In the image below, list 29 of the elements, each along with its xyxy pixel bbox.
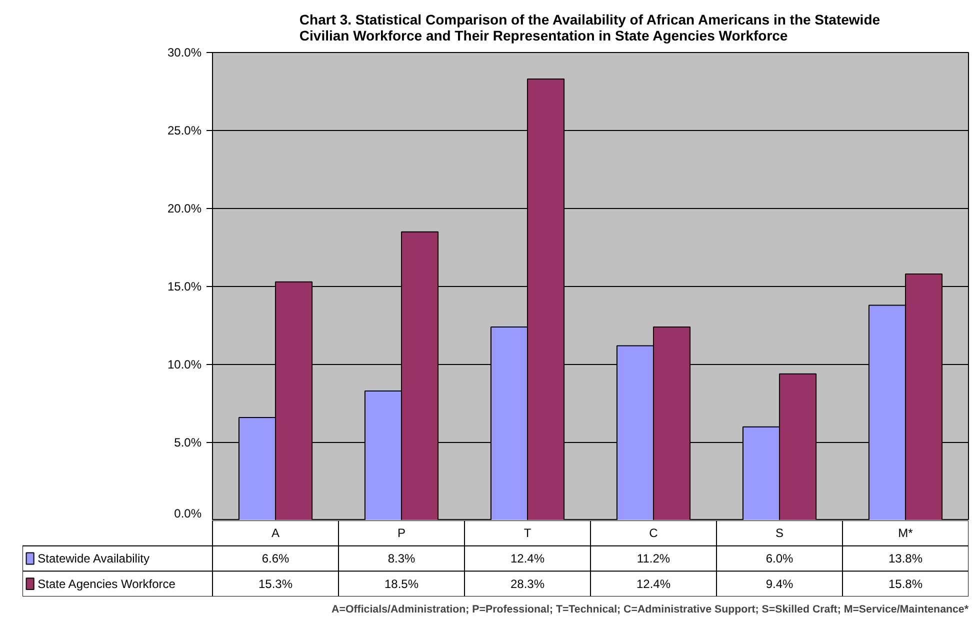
x-tick-label: M* — [898, 526, 914, 540]
y-tick-label: 25.0% — [167, 124, 202, 138]
data-label: 11.2% — [636, 552, 670, 566]
y-tick-label: 0.0% — [174, 506, 202, 520]
x-tick-label: C — [649, 526, 658, 540]
data-label: 15.3% — [258, 576, 293, 591]
data-label: 9.4% — [766, 576, 794, 591]
data-label: 18.5% — [384, 576, 419, 591]
x-tick-label: P — [398, 526, 406, 540]
data-label: 6.6% — [262, 552, 290, 566]
legend-label: Statewide Availability — [38, 552, 150, 566]
legend-label: State Agencies Workforce — [38, 576, 176, 591]
data-label: 13.8% — [888, 552, 923, 566]
data-label: 6.0% — [766, 552, 794, 566]
data-label: 28.3% — [510, 576, 545, 591]
data-label: 8.3% — [388, 552, 416, 566]
data-label: 15.8% — [888, 576, 923, 591]
chart-title: Chart 3. Statistical Comparison of the Availability of African Americans in the Statewide Civilian Workforce and Their Representation in State Agencies Workforce — [299, 12, 880, 44]
x-tick-label: A — [272, 526, 280, 540]
x-tick-label: S — [776, 526, 784, 540]
data-label: 12.4% — [636, 576, 671, 591]
y-tick-label: 20.0% — [167, 202, 202, 216]
text: A=Officials/Administration; P=Professional; T=Technical; C=Administrative Support; S=Skilled Craft; M=Service/Maintenance* — [332, 604, 970, 616]
y-tick-label: 30.0% — [167, 46, 202, 60]
y-tick-label: 15.0% — [167, 280, 202, 294]
y-tick-label: 5.0% — [174, 436, 202, 450]
y-tick-label: 10.0% — [167, 358, 202, 372]
x-tick-label: T — [524, 526, 532, 540]
data-label: 12.4% — [510, 552, 545, 566]
